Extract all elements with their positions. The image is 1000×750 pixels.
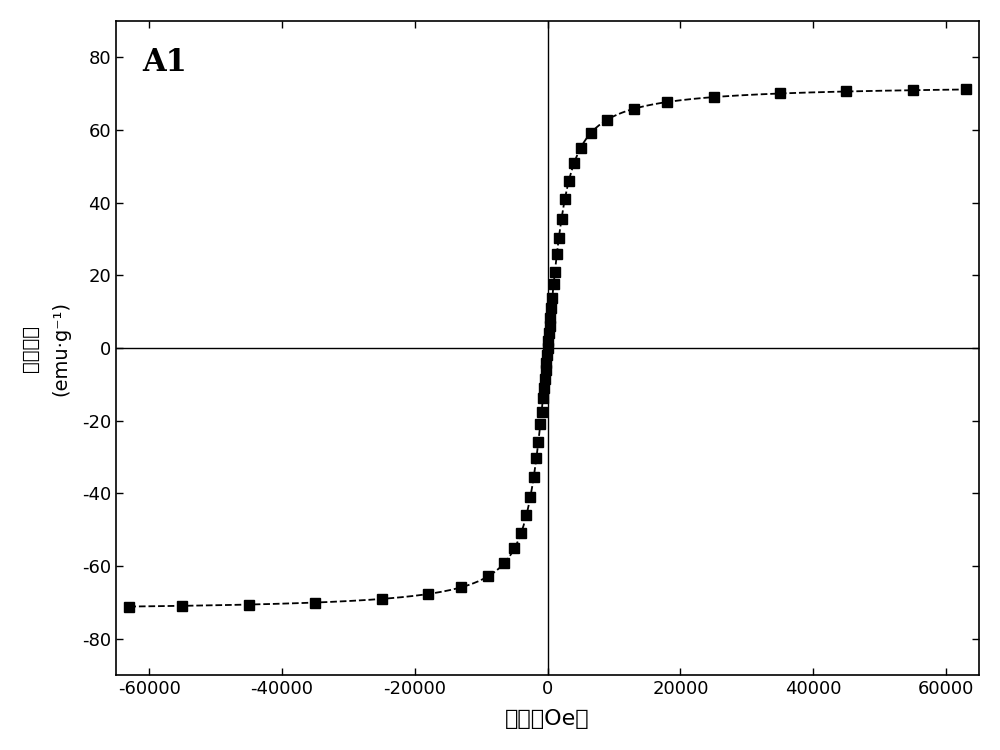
Text: A1: A1 <box>142 47 187 78</box>
X-axis label: 磁矩（Oe）: 磁矩（Oe） <box>505 710 590 729</box>
Y-axis label: 磁化强度
(emu·g⁻¹): 磁化强度 (emu·g⁻¹) <box>21 301 71 395</box>
